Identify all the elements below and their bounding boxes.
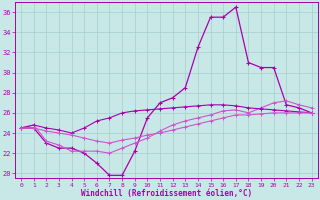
X-axis label: Windchill (Refroidissement éolien,°C): Windchill (Refroidissement éolien,°C): [81, 189, 252, 198]
